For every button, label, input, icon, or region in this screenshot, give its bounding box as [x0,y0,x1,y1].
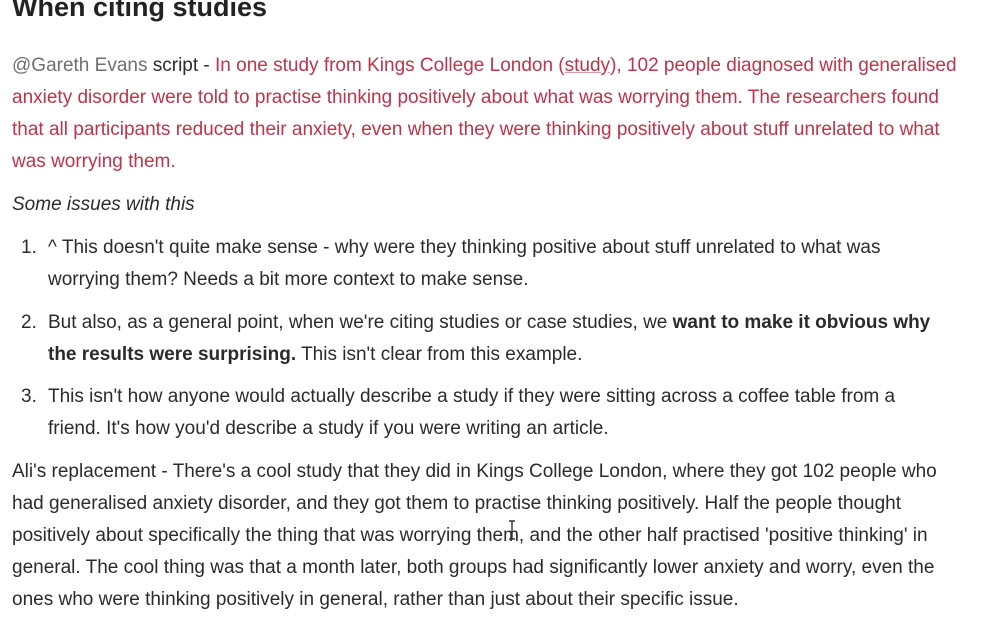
issues-label: Some issues with this [12,194,195,215]
script-text-start: In one study from Kings College London ( [215,55,565,76]
list-item-text: This isn't how anyone would actually des… [48,386,896,439]
bold-emphasis: want to make it obvious why the results … [48,312,931,365]
list-item-text: ^ This doesn't quite make sense - why we… [48,237,881,290]
list-number: 2. [21,312,37,333]
section-heading: When citing studies [12,0,268,22]
list-number: 3. [21,386,37,407]
list-number: 1. [21,237,37,258]
text-cursor-icon [508,520,516,540]
script-text-end: ), 102 people diagnosed with generalised… [12,55,957,172]
list-item-text: But also, as a general point, when we're… [48,307,948,371]
replacement-paragraph: Ali's replacement - There's a cool study… [12,461,937,610]
list-text-start: But also, as a general point, when we're… [48,312,673,333]
study-link[interactable]: study [564,55,611,76]
list-text-end: This isn't clear from this example. [296,344,583,365]
script-comment-paragraph: @Gareth Evans script - In one study from… [12,50,962,178]
user-mention[interactable]: @Gareth Evans [12,55,148,76]
script-label: script - [147,55,216,76]
